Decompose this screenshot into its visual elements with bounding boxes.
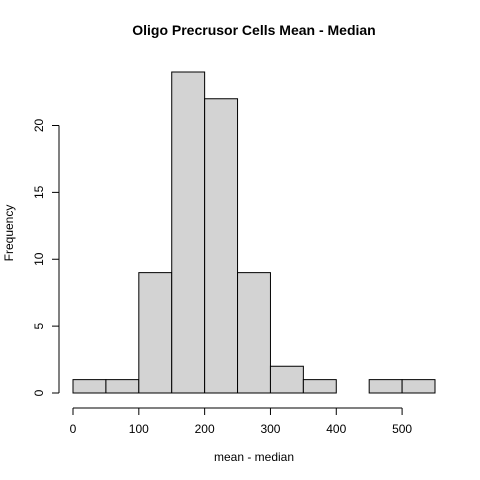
x-axis: 0 100 200 300 400 500 xyxy=(70,407,412,436)
y-tick-label: 0 xyxy=(32,389,46,396)
x-tick-label: 100 xyxy=(129,422,149,436)
y-tick-label: 5 xyxy=(32,322,46,329)
y-axis: 0 5 10 15 20 xyxy=(32,119,60,396)
histogram-bar xyxy=(302,379,337,394)
histogram-bar xyxy=(72,379,107,394)
histogram-bar xyxy=(237,272,271,394)
x-tick-label: 300 xyxy=(260,422,280,436)
x-tick-label: 400 xyxy=(326,422,346,436)
y-tick-label: 20 xyxy=(32,119,46,133)
x-axis-label: mean - median xyxy=(214,450,294,464)
histogram-bar xyxy=(171,71,206,394)
x-tick-label: 200 xyxy=(195,422,215,436)
histogram-bar xyxy=(269,365,304,394)
bars-group xyxy=(72,71,436,394)
x-tick-label: 0 xyxy=(70,422,77,436)
y-tick-label: 15 xyxy=(32,185,46,199)
chart-title: Oligo Precrusor Cells Mean - Median xyxy=(132,22,376,38)
histogram-bar xyxy=(204,98,239,394)
x-tick-label: 500 xyxy=(392,422,412,436)
y-tick-label: 10 xyxy=(32,252,46,266)
y-axis-label: Frequency xyxy=(2,205,16,262)
histogram-bar xyxy=(368,379,403,394)
histogram-bar xyxy=(401,379,436,394)
histogram-bar xyxy=(105,379,140,394)
histogram-bar xyxy=(138,272,173,394)
